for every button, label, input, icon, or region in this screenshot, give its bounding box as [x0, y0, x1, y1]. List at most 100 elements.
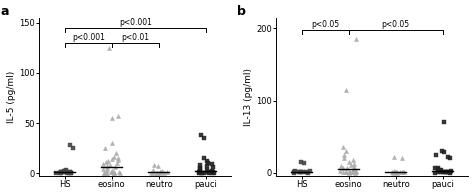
Point [115, 171, 123, 174]
Point [431, 171, 439, 174]
Point [437, 168, 445, 171]
Point [111, 166, 119, 169]
Point [290, 171, 298, 174]
Point [147, 172, 155, 175]
Point [352, 170, 359, 174]
Point [446, 171, 454, 174]
Point [104, 160, 111, 163]
Text: p<0.05: p<0.05 [382, 20, 410, 29]
Point [205, 171, 212, 174]
Point [438, 171, 445, 174]
Point [153, 171, 160, 174]
Point [349, 158, 356, 161]
Point [101, 147, 109, 150]
Point [447, 171, 454, 174]
Point [102, 161, 109, 164]
Point [108, 169, 116, 172]
Point [154, 165, 162, 168]
Point [113, 162, 121, 165]
Point [399, 170, 406, 174]
Point [337, 169, 344, 172]
Point [299, 171, 306, 174]
Point [108, 158, 116, 161]
Point [114, 114, 122, 118]
Point [103, 171, 111, 175]
Point [340, 153, 347, 156]
Point [442, 171, 449, 174]
Point [342, 171, 350, 174]
Point [156, 171, 164, 174]
Point [197, 171, 205, 174]
Point [348, 171, 356, 174]
Point [398, 157, 406, 160]
Point [66, 171, 73, 174]
Point [208, 171, 215, 174]
Point [200, 172, 208, 175]
Point [157, 170, 165, 173]
Point [100, 163, 107, 166]
Point [352, 170, 360, 173]
Point [61, 171, 68, 174]
Point [297, 160, 304, 163]
Point [301, 161, 308, 164]
Y-axis label: IL-13 (pg/ml): IL-13 (pg/ml) [244, 68, 253, 126]
Point [67, 171, 75, 174]
Point [439, 171, 447, 174]
Point [443, 170, 450, 174]
Point [205, 171, 212, 174]
Point [103, 167, 110, 170]
Point [160, 171, 168, 174]
Point [441, 151, 448, 154]
Point [200, 157, 207, 160]
Point [204, 162, 212, 165]
Y-axis label: IL-5 (pg/ml): IL-5 (pg/ml) [7, 71, 16, 123]
Point [156, 171, 164, 174]
Text: p<0.01: p<0.01 [121, 33, 149, 42]
Point [156, 172, 164, 175]
Point [345, 160, 353, 163]
Point [344, 166, 351, 169]
Point [339, 170, 346, 174]
Point [203, 160, 210, 163]
Point [349, 171, 357, 174]
Point [346, 171, 354, 174]
Point [208, 171, 216, 174]
Point [391, 155, 398, 158]
Point [110, 171, 118, 174]
Point [66, 144, 73, 147]
Point [302, 171, 310, 174]
Point [388, 171, 396, 174]
Point [434, 168, 441, 171]
Point [109, 142, 116, 145]
Point [66, 171, 74, 174]
Point [195, 172, 202, 175]
Point [435, 171, 442, 174]
Point [152, 171, 159, 174]
Point [57, 170, 65, 174]
Point [339, 146, 347, 149]
Point [153, 171, 161, 175]
Point [392, 171, 400, 174]
Point [108, 116, 116, 120]
Point [65, 171, 73, 175]
Point [400, 171, 408, 174]
Point [396, 170, 403, 174]
Text: p<0.05: p<0.05 [311, 20, 339, 29]
Point [110, 170, 118, 173]
Point [114, 159, 122, 162]
Point [432, 154, 440, 157]
Point [107, 171, 115, 174]
Point [56, 171, 64, 174]
Point [345, 171, 353, 174]
Point [199, 171, 206, 174]
Point [447, 170, 455, 173]
Point [68, 172, 75, 175]
Point [340, 157, 348, 160]
Point [295, 171, 302, 174]
Point [292, 170, 299, 173]
Text: p<0.001: p<0.001 [72, 33, 105, 42]
Point [349, 168, 357, 171]
Point [290, 170, 298, 173]
Point [296, 170, 303, 174]
Point [61, 169, 69, 172]
